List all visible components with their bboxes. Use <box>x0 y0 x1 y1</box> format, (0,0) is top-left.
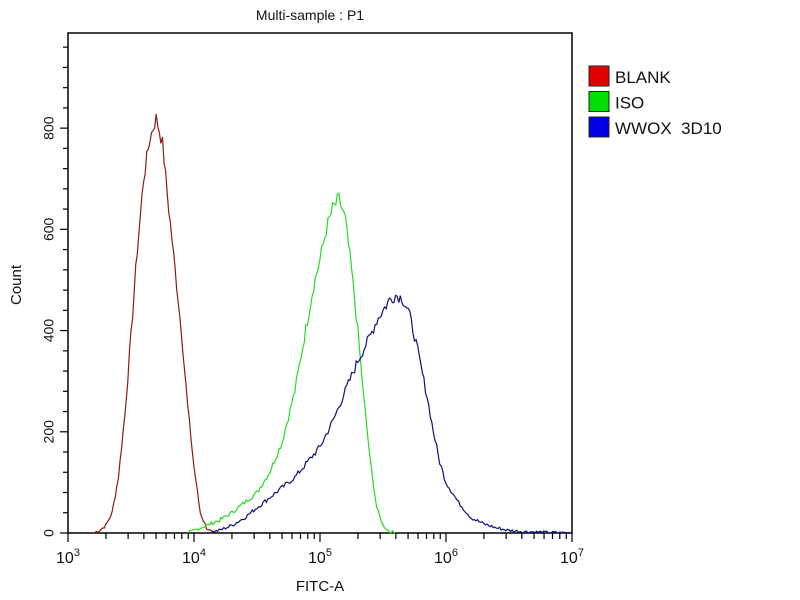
series-line-iso <box>187 191 396 534</box>
y-tick-label: 600 <box>41 217 57 241</box>
x-tick-label: 103 <box>56 547 80 567</box>
y-tick-label: 400 <box>41 319 57 343</box>
y-tick-label: 0 <box>41 529 57 537</box>
legend-swatch <box>588 65 610 87</box>
plot-frame <box>67 32 573 534</box>
series-line-blank <box>92 113 214 534</box>
x-tick-label: 106 <box>434 547 458 567</box>
x-tick-label: 107 <box>560 547 584 567</box>
y-tick-label: 800 <box>41 116 57 140</box>
y-tick-label: 200 <box>41 420 57 444</box>
x-axis-label: FITC-A <box>296 578 344 595</box>
x-axis: 103 104 105 106 107 <box>56 533 584 567</box>
curves <box>92 113 572 534</box>
series-line-wwox-3d10 <box>206 294 572 534</box>
legend-swatch <box>588 91 610 112</box>
legend: BLANK ISO WWOX 3D10 <box>588 65 722 138</box>
y-axis-label: Count <box>8 264 25 305</box>
legend-label: BLANK <box>615 68 671 87</box>
x-tick-label: 105 <box>308 547 332 567</box>
y-axis: 0 200 400 600 800 <box>41 46 68 537</box>
legend-swatch <box>588 116 610 138</box>
x-tick-label: 104 <box>182 547 206 567</box>
legend-label: WWOX 3D10 <box>615 119 722 138</box>
chart-title: Multi-sample : P1 <box>256 7 364 23</box>
legend-label: ISO <box>615 94 644 113</box>
